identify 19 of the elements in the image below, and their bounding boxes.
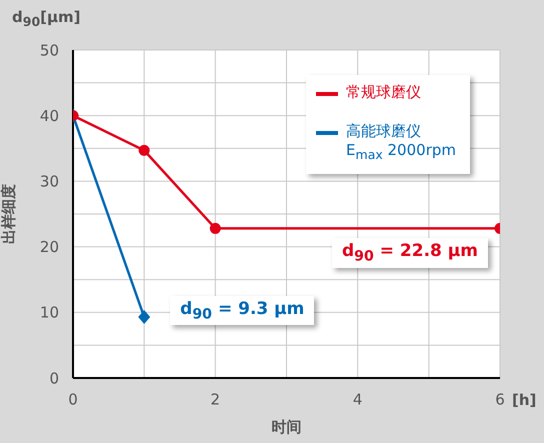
legend-label: 高能球磨仪 E$_{max}$ 2000rpm [346, 122, 456, 164]
y-tick-label: 40 [40, 106, 59, 125]
x-tick-label: 0 [68, 390, 78, 409]
annotation: d$_{90}$ = 9.3 μm [170, 296, 314, 326]
x-tick-label: 6 [495, 390, 505, 409]
y-axis-title: 出样细度 [0, 184, 18, 244]
point [138, 310, 150, 324]
y-tick-label: 20 [40, 238, 59, 256]
text: d$_{90}$[μm] [12, 8, 81, 29]
y-tick-label: 10 [40, 304, 59, 322]
legend-label: 常规球磨仪 [346, 83, 422, 102]
x-axis-title: 时间 [270, 418, 302, 437]
annotation: d$_{90}$ = 22.8 μm [332, 238, 488, 268]
y-tick-label: 50 [40, 41, 59, 60]
x-tick-label: 4 [352, 390, 362, 409]
x-tick-label: 2 [210, 390, 220, 409]
text: [h] [512, 391, 536, 409]
y-tick-label: 0 [49, 369, 59, 388]
y-tick-label: 30 [40, 172, 59, 191]
